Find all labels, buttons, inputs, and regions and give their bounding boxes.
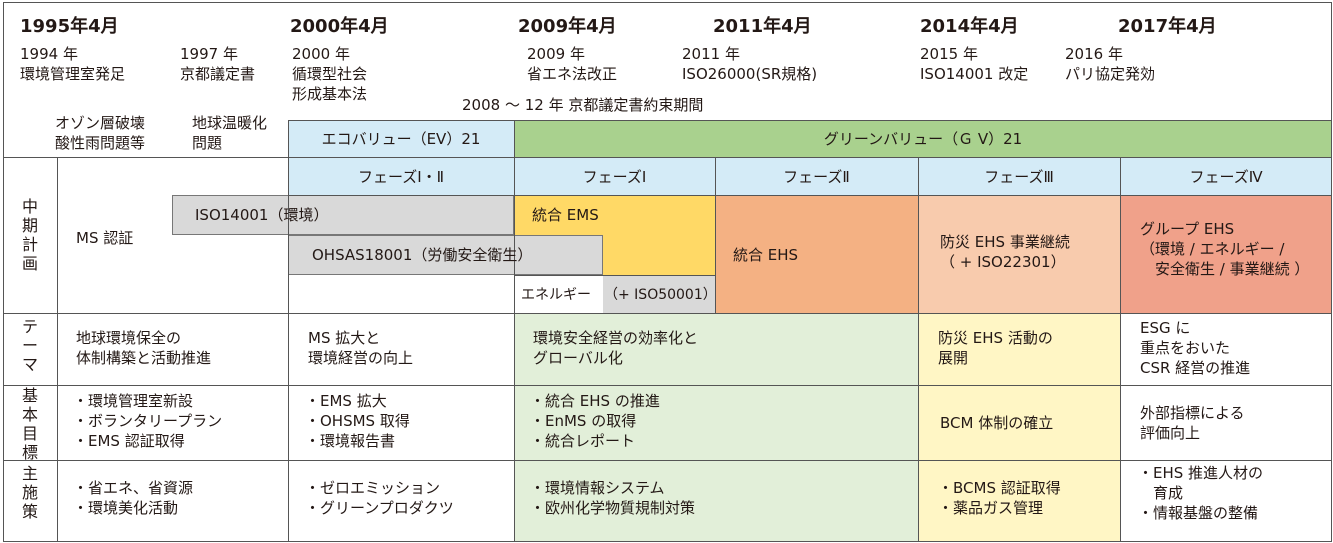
theme-cell: 防災 EHS 活動の 展開	[938, 329, 1053, 367]
integrated-ems-label: 統合 EMS	[532, 206, 599, 224]
integrated-ems-fill	[514, 195, 715, 235]
year-header-2009: 2009年4月	[518, 16, 617, 37]
outer-frame	[3, 2, 1332, 542]
measure-cell: ・ゼロエミッション ・グリーンプロダクツ	[305, 479, 454, 517]
phase1-body-fill	[514, 313, 918, 542]
measure-cell: ・EHS 推進人材の 育成 ・情報基盤の整備	[1138, 464, 1264, 522]
year-header-2000: 2000年4月	[290, 16, 389, 37]
goal-cell: ・環境管理室新設 ・ボランタリープラン ・EMS 認証取得	[73, 392, 223, 450]
goal-cell: BCM 体制の確立	[940, 414, 1054, 432]
event-year: 2016 年	[1065, 45, 1123, 63]
grid-line	[715, 158, 716, 313]
phase-4: フェーズⅣ	[1189, 167, 1263, 186]
iso50001-label: （+ ISO50001）	[604, 287, 717, 303]
event-text: 環境管理室発足	[20, 65, 126, 83]
event-text: 省エネ法改正	[527, 65, 618, 83]
row-label-goal: 基 本 目 標	[21, 386, 38, 462]
year-header-2017: 2017年4月	[1118, 16, 1217, 37]
row-label-theme: テ ー マ	[21, 317, 38, 374]
event-text: 京都議定書	[180, 65, 256, 83]
ohsas-phase1-fill	[603, 235, 715, 275]
year-header-2011: 2011年4月	[713, 16, 812, 37]
iso50001-bar	[603, 275, 715, 313]
event-year: 2000 年	[292, 45, 350, 63]
grid-line	[3, 313, 1332, 314]
group-ehs-label: グループ EHS （環境 / エネルギー / 安全衛生 / 事業継続 ）	[1140, 220, 1310, 278]
theme-cell: 環境安全経営の効率化と グローバル化	[533, 329, 699, 367]
event-text: ISO26000(SR規格)	[682, 65, 818, 83]
group-ehs-fill	[1120, 195, 1332, 313]
phase-3: フェーズⅢ	[984, 167, 1054, 186]
grid-line	[288, 120, 1332, 121]
grid-line	[514, 275, 715, 276]
event-year: 2009 年	[527, 45, 585, 63]
grid-line	[3, 385, 1332, 386]
kyoto-period: 2008 ～ 12 年 京都議定書約束期間	[462, 96, 704, 114]
row-label-measure: 主 施 策	[21, 464, 38, 521]
ohsas-label: OHSAS18001（労働安全衛生）	[312, 246, 533, 264]
measure-cell: ・環境情報システム ・欧州化学物質規制対策	[530, 479, 696, 517]
event-year: 1997 年	[180, 45, 238, 63]
grid-line	[514, 120, 515, 542]
event-year: 2011 年	[682, 45, 740, 63]
measure-cell: ・BCMS 認証取得 ・薬品ガス管理	[938, 479, 1061, 517]
grid-line	[57, 157, 58, 542]
iso14001-label: ISO14001（環境）	[195, 206, 329, 224]
event-year: 2015 年	[920, 45, 978, 63]
integrated-ehs-fill	[715, 195, 918, 313]
grid-line	[1120, 158, 1121, 542]
ev-program-label: エコバリュー（EV）21	[321, 130, 481, 148]
theme-cell: 地球環境保全の 体制構築と活動推進	[76, 329, 212, 367]
gv-program-label: グリーンバリュー（Ｇ V）21	[823, 130, 1023, 148]
phase3-body-fill	[918, 313, 1120, 542]
phase-2: フェーズⅡ	[783, 167, 850, 186]
phase-1: フェーズⅠ	[582, 167, 647, 186]
grid-line	[288, 195, 1332, 196]
event-text: 循環型社会 形成基本法	[292, 65, 368, 103]
gv-program-fill	[514, 120, 1332, 158]
goal-cell: 外部指標による 評価向上	[1140, 404, 1245, 442]
grid-line	[918, 158, 919, 542]
goal-cell: ・EMS 拡大 ・OHSMS 取得 ・環境報告書	[305, 392, 410, 450]
grid-line	[3, 460, 1332, 461]
energy-label: エネルギー	[521, 287, 591, 303]
goal-cell: ・統合 EHS の推進 ・EnMS の取得 ・統合レポート	[530, 392, 660, 450]
disaster-ehs-label: 防災 EHS 事業継続 （ + ISO22301）	[940, 233, 1070, 271]
grid-line	[3, 157, 1332, 158]
issue-ozone: オゾン層破壊 酸性雨問題等	[55, 114, 146, 152]
year-header-1995: 1995年4月	[20, 16, 119, 37]
year-header-2014: 2014年4月	[920, 16, 1019, 37]
integrated-ehs-label: 統合 EHS	[733, 246, 799, 264]
theme-cell: MS 拡大と 環境経営の向上	[308, 329, 414, 367]
event-text: ISO14001 改定	[920, 65, 1029, 83]
issue-warming: 地球温暖化 問題	[192, 114, 268, 152]
row-label-plan: 中 期 計 画	[21, 197, 38, 273]
iso14001-bar	[172, 195, 514, 235]
phase-row-fill	[514, 158, 1332, 195]
event-year: 1994 年	[20, 45, 78, 63]
grid-line	[288, 120, 289, 542]
disaster-ehs-fill	[918, 195, 1120, 313]
measure-cell: ・省エネ、省資源 ・環境美化活動	[73, 479, 194, 517]
event-text: パリ協定発効	[1065, 65, 1156, 83]
phase-1-2: フェーズⅠ・Ⅱ	[357, 167, 445, 186]
ms-certification: MS 認証	[76, 229, 134, 247]
theme-cell: ESG に 重点をおいた CSR 経営の推進	[1140, 319, 1251, 377]
